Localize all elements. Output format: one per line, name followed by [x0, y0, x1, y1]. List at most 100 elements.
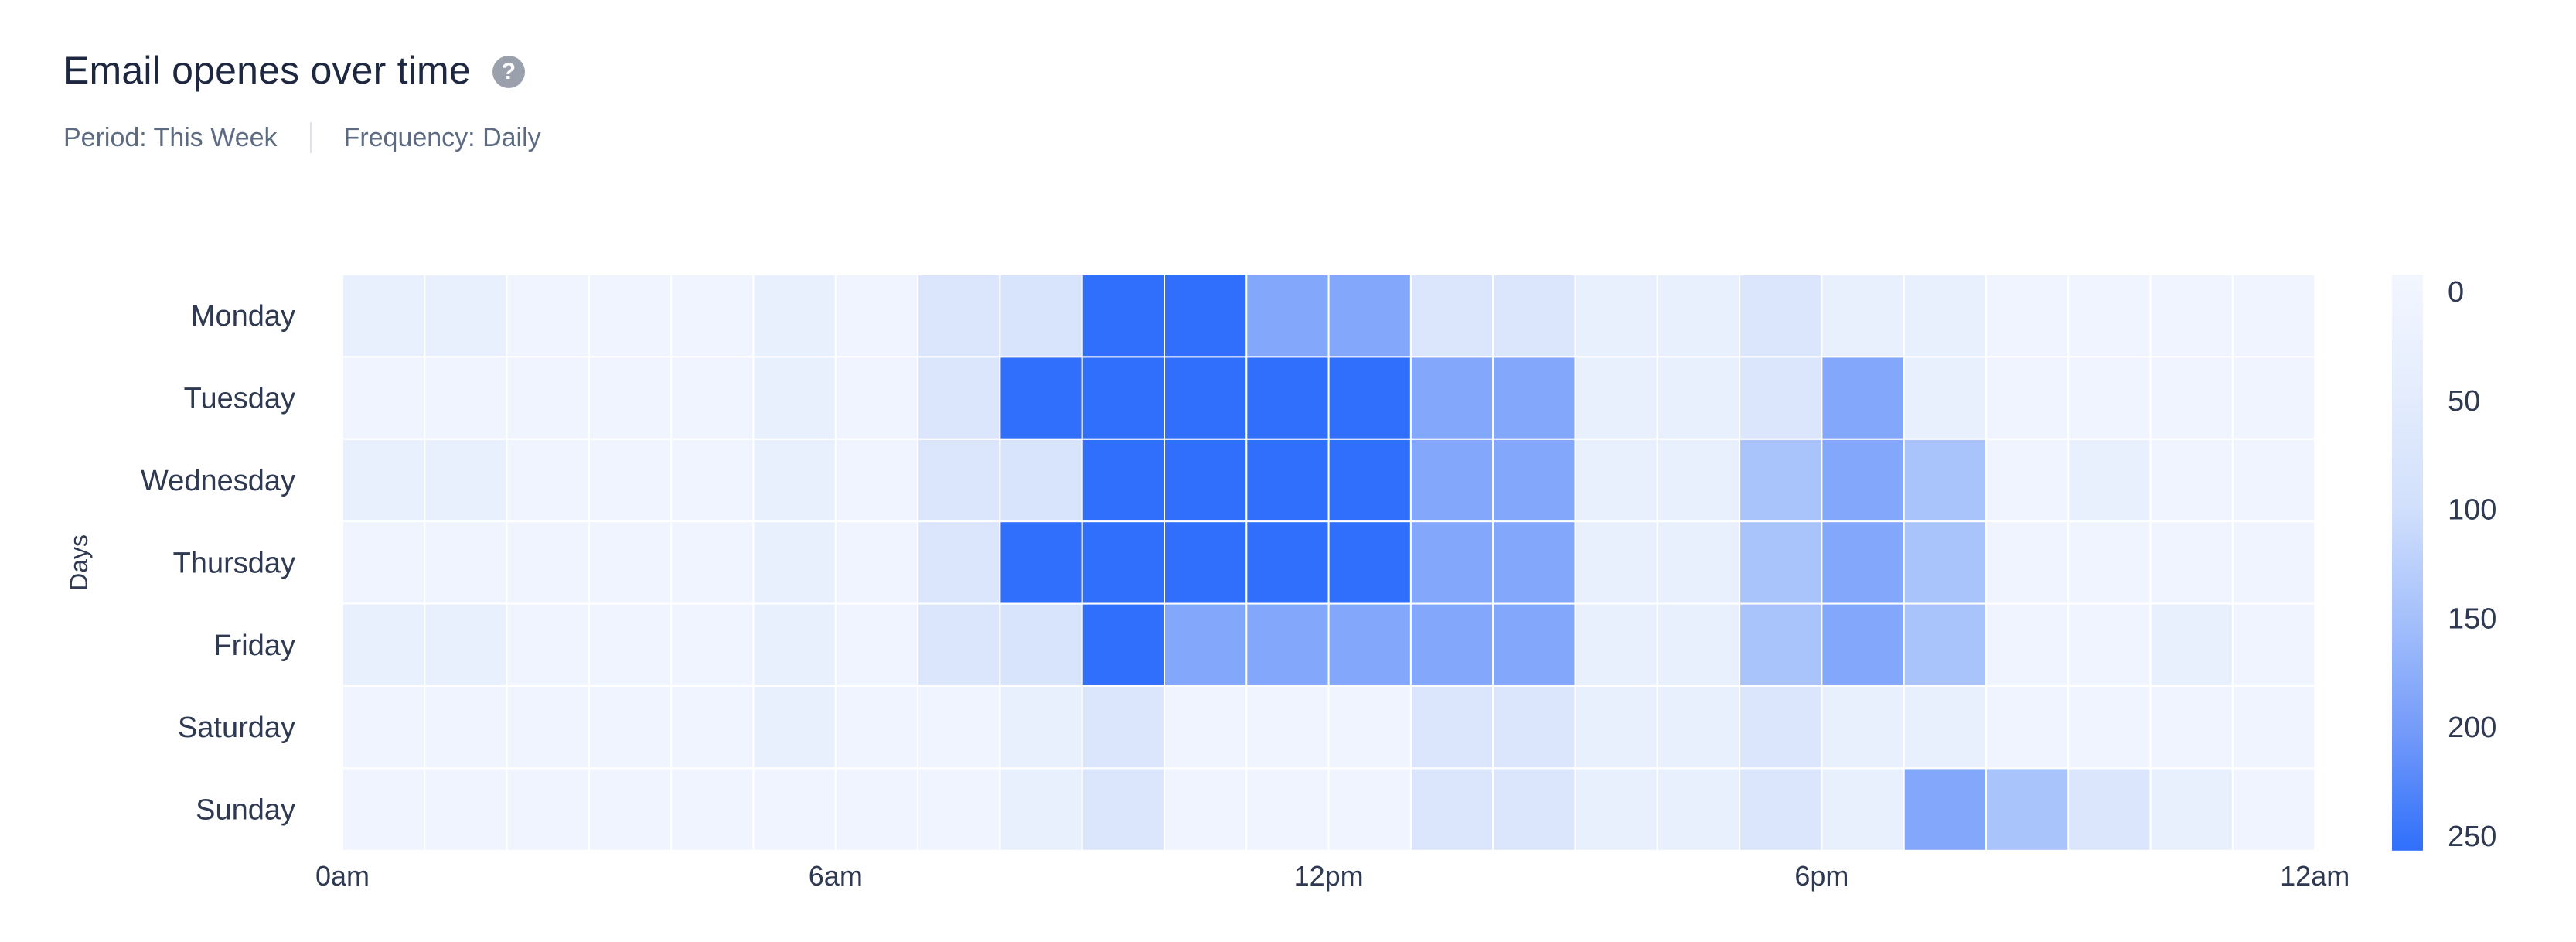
heatmap-cell-sunday-4[interactable] [671, 768, 753, 850]
heatmap-cell-saturday-16[interactable] [1658, 686, 1739, 768]
heatmap-cell-saturday-3[interactable] [589, 686, 671, 768]
heatmap-cell-tuesday-14[interactable] [1493, 357, 1575, 439]
heatmap-cell-monday-15[interactable] [1576, 275, 1658, 357]
heatmap-cell-sunday-22[interactable] [2151, 768, 2233, 850]
heatmap-cell-friday-23[interactable] [2233, 604, 2315, 686]
heatmap-cell-saturday-6[interactable] [836, 686, 918, 768]
heatmap-cell-wednesday-5[interactable] [754, 439, 836, 521]
heatmap-cell-thursday-4[interactable] [671, 521, 753, 603]
heatmap-cell-friday-11[interactable] [1246, 604, 1328, 686]
heatmap-cell-wednesday-23[interactable] [2233, 439, 2315, 521]
heatmap-cell-sunday-14[interactable] [1493, 768, 1575, 850]
heatmap-cell-monday-16[interactable] [1658, 275, 1739, 357]
heatmap-cell-wednesday-22[interactable] [2151, 439, 2233, 521]
heatmap-cell-tuesday-2[interactable] [507, 357, 589, 439]
heatmap-cell-thursday-2[interactable] [507, 521, 589, 603]
heatmap-cell-sunday-12[interactable] [1329, 768, 1411, 850]
heatmap-cell-sunday-20[interactable] [1986, 768, 2068, 850]
heatmap-cell-tuesday-19[interactable] [1904, 357, 1986, 439]
heatmap-cell-monday-11[interactable] [1246, 275, 1328, 357]
heatmap-cell-thursday-0[interactable] [342, 521, 424, 603]
heatmap-cell-tuesday-3[interactable] [589, 357, 671, 439]
heatmap-cell-friday-16[interactable] [1658, 604, 1739, 686]
heatmap-cell-wednesday-0[interactable] [342, 439, 424, 521]
heatmap-cell-friday-10[interactable] [1164, 604, 1246, 686]
heatmap-cell-wednesday-19[interactable] [1904, 439, 1986, 521]
heatmap-cell-monday-12[interactable] [1329, 275, 1411, 357]
heatmap-cell-friday-8[interactable] [1000, 604, 1082, 686]
heatmap-cell-wednesday-4[interactable] [671, 439, 753, 521]
heatmap-cell-monday-14[interactable] [1493, 275, 1575, 357]
heatmap-cell-friday-22[interactable] [2151, 604, 2233, 686]
heatmap-cell-friday-0[interactable] [342, 604, 424, 686]
heatmap-cell-sunday-19[interactable] [1904, 768, 1986, 850]
heatmap-cell-thursday-12[interactable] [1329, 521, 1411, 603]
heatmap-cell-friday-2[interactable] [507, 604, 589, 686]
heatmap-cell-monday-1[interactable] [424, 275, 506, 357]
heatmap-cell-friday-17[interactable] [1739, 604, 1821, 686]
heatmap-cell-sunday-6[interactable] [836, 768, 918, 850]
heatmap-cell-tuesday-21[interactable] [2068, 357, 2150, 439]
heatmap-cell-friday-6[interactable] [836, 604, 918, 686]
heatmap-cell-tuesday-4[interactable] [671, 357, 753, 439]
heatmap-cell-thursday-16[interactable] [1658, 521, 1739, 603]
heatmap-cell-friday-7[interactable] [918, 604, 1000, 686]
heatmap-cell-tuesday-0[interactable] [342, 357, 424, 439]
heatmap-cell-friday-3[interactable] [589, 604, 671, 686]
heatmap-cell-sunday-3[interactable] [589, 768, 671, 850]
heatmap-cell-monday-9[interactable] [1082, 275, 1164, 357]
heatmap-cell-tuesday-1[interactable] [424, 357, 506, 439]
heatmap-cell-wednesday-13[interactable] [1411, 439, 1493, 521]
heatmap-cell-tuesday-5[interactable] [754, 357, 836, 439]
heatmap-cell-wednesday-10[interactable] [1164, 439, 1246, 521]
heatmap-cell-monday-19[interactable] [1904, 275, 1986, 357]
heatmap-cell-tuesday-9[interactable] [1082, 357, 1164, 439]
heatmap-cell-saturday-20[interactable] [1986, 686, 2068, 768]
heatmap-cell-monday-0[interactable] [342, 275, 424, 357]
heatmap-cell-sunday-17[interactable] [1739, 768, 1821, 850]
heatmap-cell-thursday-7[interactable] [918, 521, 1000, 603]
heatmap-cell-sunday-23[interactable] [2233, 768, 2315, 850]
heatmap-cell-thursday-6[interactable] [836, 521, 918, 603]
heatmap-cell-thursday-18[interactable] [1821, 521, 1903, 603]
heatmap-cell-sunday-18[interactable] [1821, 768, 1903, 850]
heatmap-cell-tuesday-11[interactable] [1246, 357, 1328, 439]
heatmap-cell-saturday-8[interactable] [1000, 686, 1082, 768]
heatmap-cell-sunday-5[interactable] [754, 768, 836, 850]
heatmap-cell-friday-18[interactable] [1821, 604, 1903, 686]
heatmap-cell-friday-9[interactable] [1082, 604, 1164, 686]
heatmap-cell-sunday-0[interactable] [342, 768, 424, 850]
heatmap-cell-tuesday-16[interactable] [1658, 357, 1739, 439]
heatmap-cell-wednesday-12[interactable] [1329, 439, 1411, 521]
heatmap-cell-tuesday-13[interactable] [1411, 357, 1493, 439]
heatmap-cell-saturday-0[interactable] [342, 686, 424, 768]
heatmap-cell-wednesday-3[interactable] [589, 439, 671, 521]
heatmap-cell-saturday-21[interactable] [2068, 686, 2150, 768]
heatmap-cell-tuesday-17[interactable] [1739, 357, 1821, 439]
heatmap-cell-monday-7[interactable] [918, 275, 1000, 357]
heatmap-cell-saturday-23[interactable] [2233, 686, 2315, 768]
heatmap-cell-saturday-22[interactable] [2151, 686, 2233, 768]
heatmap-cell-saturday-19[interactable] [1904, 686, 1986, 768]
heatmap-cell-wednesday-15[interactable] [1576, 439, 1658, 521]
heatmap-cell-saturday-18[interactable] [1821, 686, 1903, 768]
heatmap-cell-monday-8[interactable] [1000, 275, 1082, 357]
heatmap-cell-thursday-15[interactable] [1576, 521, 1658, 603]
heatmap-cell-wednesday-16[interactable] [1658, 439, 1739, 521]
heatmap-cell-sunday-21[interactable] [2068, 768, 2150, 850]
heatmap-cell-wednesday-14[interactable] [1493, 439, 1575, 521]
heatmap-cell-saturday-12[interactable] [1329, 686, 1411, 768]
heatmap-cell-thursday-23[interactable] [2233, 521, 2315, 603]
heatmap-cell-monday-5[interactable] [754, 275, 836, 357]
heatmap-cell-friday-13[interactable] [1411, 604, 1493, 686]
heatmap-cell-friday-20[interactable] [1986, 604, 2068, 686]
heatmap-cell-thursday-19[interactable] [1904, 521, 1986, 603]
heatmap-cell-wednesday-21[interactable] [2068, 439, 2150, 521]
heatmap-cell-friday-14[interactable] [1493, 604, 1575, 686]
heatmap-cell-sunday-11[interactable] [1246, 768, 1328, 850]
heatmap-cell-monday-2[interactable] [507, 275, 589, 357]
heatmap-cell-sunday-7[interactable] [918, 768, 1000, 850]
heatmap-cell-saturday-7[interactable] [918, 686, 1000, 768]
heatmap-cell-thursday-20[interactable] [1986, 521, 2068, 603]
heatmap-cell-tuesday-7[interactable] [918, 357, 1000, 439]
